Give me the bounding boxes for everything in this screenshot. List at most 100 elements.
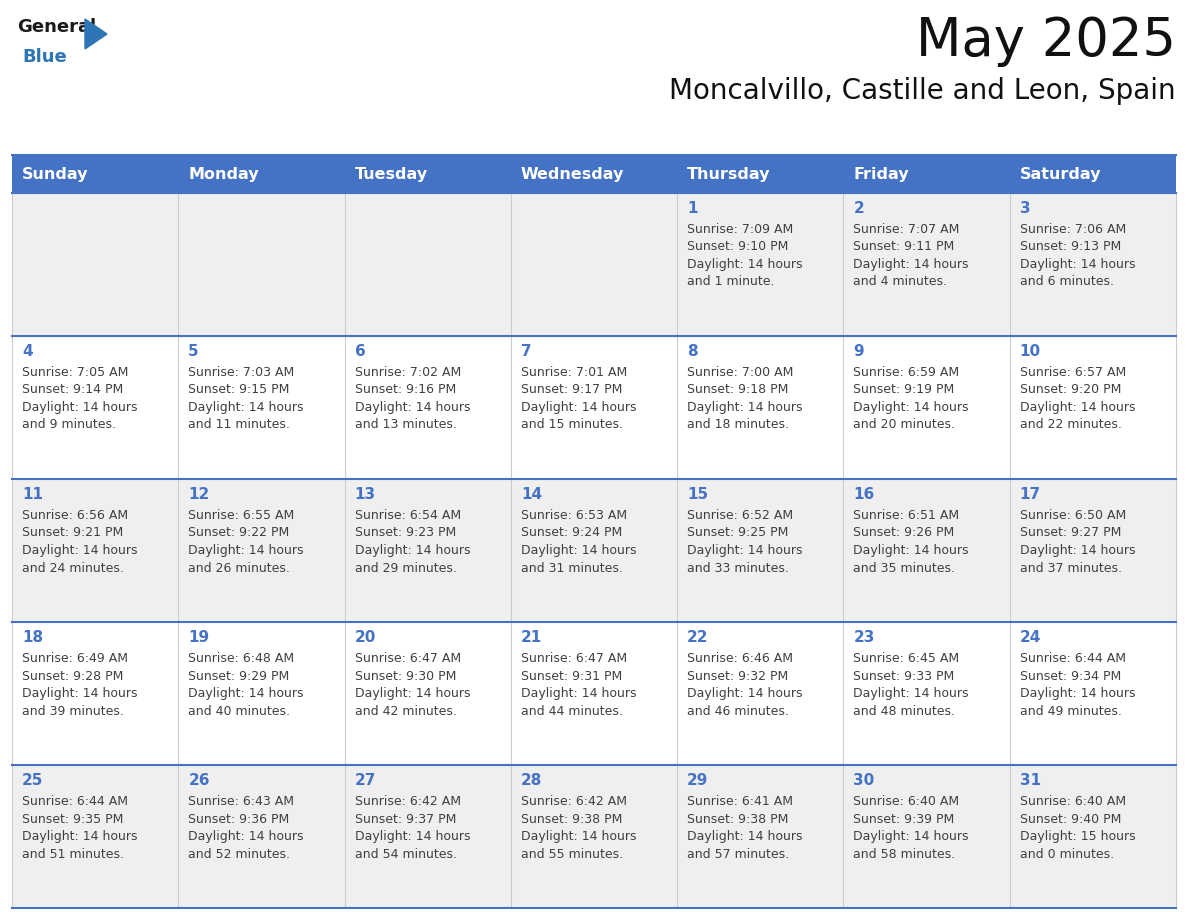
Bar [1010, 336, 1176, 479]
Text: Sunrise: 6:56 AM: Sunrise: 6:56 AM [23, 509, 128, 522]
Bar [12, 479, 178, 622]
Text: Sunrise: 7:01 AM: Sunrise: 7:01 AM [520, 366, 627, 379]
Bar [345, 336, 511, 479]
Text: Sunrise: 6:51 AM: Sunrise: 6:51 AM [853, 509, 960, 522]
Text: Sunset: 9:32 PM: Sunset: 9:32 PM [687, 669, 789, 682]
Text: Sunset: 9:37 PM: Sunset: 9:37 PM [354, 812, 456, 825]
Text: Sunset: 9:10 PM: Sunset: 9:10 PM [687, 241, 789, 253]
Text: 13: 13 [354, 487, 375, 502]
Text: 9: 9 [853, 344, 864, 359]
Text: Daylight: 14 hours: Daylight: 14 hours [1019, 401, 1136, 414]
Bar [178, 336, 345, 479]
Text: Daylight: 14 hours: Daylight: 14 hours [520, 687, 637, 700]
Bar [1010, 765, 1176, 908]
Text: and 57 minutes.: and 57 minutes. [687, 847, 789, 860]
Text: Sunrise: 6:48 AM: Sunrise: 6:48 AM [188, 652, 295, 665]
Text: and 1 minute.: and 1 minute. [687, 275, 775, 288]
Text: Sunrise: 6:44 AM: Sunrise: 6:44 AM [1019, 652, 1126, 665]
Text: and 55 minutes.: and 55 minutes. [520, 847, 623, 860]
Text: Sunset: 9:23 PM: Sunset: 9:23 PM [354, 527, 456, 540]
Text: 26: 26 [188, 773, 210, 788]
Text: Sunrise: 6:46 AM: Sunrise: 6:46 AM [687, 652, 794, 665]
Text: 12: 12 [188, 487, 209, 502]
Text: Daylight: 14 hours: Daylight: 14 hours [520, 401, 637, 414]
Bar [178, 479, 345, 622]
Text: Sunset: 9:33 PM: Sunset: 9:33 PM [853, 669, 955, 682]
Text: and 48 minutes.: and 48 minutes. [853, 704, 955, 718]
Bar [345, 622, 511, 765]
Text: Daylight: 14 hours: Daylight: 14 hours [1019, 544, 1136, 557]
Text: Daylight: 14 hours: Daylight: 14 hours [853, 258, 969, 271]
Text: 29: 29 [687, 773, 708, 788]
Bar [511, 622, 677, 765]
Bar [677, 155, 843, 193]
Text: Thursday: Thursday [687, 166, 771, 182]
Text: Sunset: 9:19 PM: Sunset: 9:19 PM [853, 384, 955, 397]
Bar [511, 155, 677, 193]
Text: Daylight: 14 hours: Daylight: 14 hours [354, 401, 470, 414]
Text: May 2025: May 2025 [916, 15, 1176, 67]
Bar [677, 193, 843, 336]
Text: Sunset: 9:18 PM: Sunset: 9:18 PM [687, 384, 789, 397]
Text: Sunset: 9:27 PM: Sunset: 9:27 PM [1019, 527, 1121, 540]
Text: Sunrise: 6:50 AM: Sunrise: 6:50 AM [1019, 509, 1126, 522]
Text: Daylight: 14 hours: Daylight: 14 hours [520, 830, 637, 843]
Text: Daylight: 14 hours: Daylight: 14 hours [188, 687, 304, 700]
Text: Sunrise: 6:42 AM: Sunrise: 6:42 AM [354, 795, 461, 808]
Bar [511, 765, 677, 908]
Bar [12, 336, 178, 479]
Text: Sunset: 9:38 PM: Sunset: 9:38 PM [520, 812, 623, 825]
Bar [843, 765, 1010, 908]
Bar [843, 155, 1010, 193]
Text: Daylight: 14 hours: Daylight: 14 hours [188, 830, 304, 843]
Text: and 39 minutes.: and 39 minutes. [23, 704, 124, 718]
Text: Sunset: 9:22 PM: Sunset: 9:22 PM [188, 527, 290, 540]
Text: 20: 20 [354, 630, 375, 645]
Text: 19: 19 [188, 630, 209, 645]
Text: Sunset: 9:30 PM: Sunset: 9:30 PM [354, 669, 456, 682]
Text: 3: 3 [1019, 201, 1030, 216]
Text: and 54 minutes.: and 54 minutes. [354, 847, 456, 860]
Text: Daylight: 14 hours: Daylight: 14 hours [23, 544, 138, 557]
Text: and 6 minutes.: and 6 minutes. [1019, 275, 1113, 288]
Text: and 51 minutes.: and 51 minutes. [23, 847, 124, 860]
Text: Sunset: 9:35 PM: Sunset: 9:35 PM [23, 812, 124, 825]
Text: Daylight: 14 hours: Daylight: 14 hours [853, 401, 969, 414]
Bar [677, 765, 843, 908]
Text: and 20 minutes.: and 20 minutes. [853, 419, 955, 431]
Text: 2: 2 [853, 201, 864, 216]
Text: 25: 25 [23, 773, 44, 788]
Bar [12, 622, 178, 765]
Text: Daylight: 14 hours: Daylight: 14 hours [23, 401, 138, 414]
Bar [511, 193, 677, 336]
Bar [843, 193, 1010, 336]
Text: Sunday: Sunday [23, 166, 88, 182]
Text: Daylight: 14 hours: Daylight: 14 hours [520, 544, 637, 557]
Text: and 15 minutes.: and 15 minutes. [520, 419, 623, 431]
Text: Sunrise: 6:59 AM: Sunrise: 6:59 AM [853, 366, 960, 379]
Text: and 33 minutes.: and 33 minutes. [687, 562, 789, 575]
Text: 14: 14 [520, 487, 542, 502]
Text: Sunrise: 7:00 AM: Sunrise: 7:00 AM [687, 366, 794, 379]
Bar [345, 155, 511, 193]
Text: Sunset: 9:14 PM: Sunset: 9:14 PM [23, 384, 124, 397]
Text: Sunrise: 7:06 AM: Sunrise: 7:06 AM [1019, 223, 1126, 236]
Text: and 58 minutes.: and 58 minutes. [853, 847, 955, 860]
Text: Sunrise: 6:52 AM: Sunrise: 6:52 AM [687, 509, 794, 522]
Text: 24: 24 [1019, 630, 1041, 645]
Text: Sunrise: 6:57 AM: Sunrise: 6:57 AM [1019, 366, 1126, 379]
Text: Sunrise: 7:09 AM: Sunrise: 7:09 AM [687, 223, 794, 236]
Bar [12, 155, 178, 193]
Text: Sunset: 9:31 PM: Sunset: 9:31 PM [520, 669, 623, 682]
Text: and 4 minutes.: and 4 minutes. [853, 275, 947, 288]
Text: Sunrise: 6:41 AM: Sunrise: 6:41 AM [687, 795, 794, 808]
Text: 10: 10 [1019, 344, 1041, 359]
Text: Friday: Friday [853, 166, 909, 182]
Text: 15: 15 [687, 487, 708, 502]
Text: Sunset: 9:17 PM: Sunset: 9:17 PM [520, 384, 623, 397]
Text: 31: 31 [1019, 773, 1041, 788]
Text: 8: 8 [687, 344, 697, 359]
Text: Sunrise: 7:02 AM: Sunrise: 7:02 AM [354, 366, 461, 379]
Text: Blue: Blue [23, 48, 67, 66]
Text: 22: 22 [687, 630, 709, 645]
